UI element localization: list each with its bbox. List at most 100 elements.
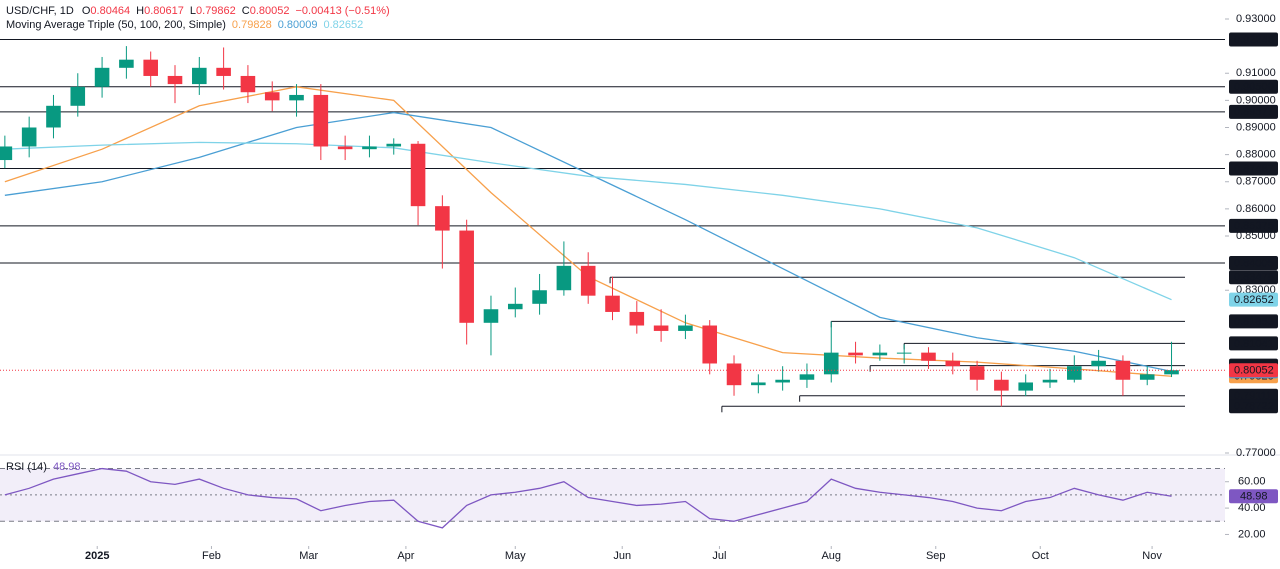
indicator-value: 0.82652 <box>323 19 363 31</box>
candle-body <box>0 146 13 161</box>
candle-body <box>507 303 523 310</box>
indicator-value: 0.80009 <box>278 19 318 31</box>
candle-body <box>1042 379 1058 383</box>
candle-body <box>775 379 790 383</box>
x-tick-label: Mar <box>299 550 318 562</box>
indicator-name: Moving Average Triple (50, 100, 200, Sim… <box>6 19 226 31</box>
candle-body <box>799 374 815 380</box>
x-tick-label: Nov <box>1142 550 1162 562</box>
level-label-box <box>1229 255 1278 270</box>
y-tick-label: 0.85000 <box>1236 230 1276 242</box>
indicator-line: Moving Average Triple (50, 100, 200, Sim… <box>6 19 363 31</box>
level-label-box <box>1229 32 1278 47</box>
level-label: 0.83478 <box>1234 272 1274 284</box>
candle-body <box>629 311 645 326</box>
level-label: 0.89577 <box>1234 106 1274 118</box>
candle-body <box>313 94 329 147</box>
candle-body <box>994 379 1009 391</box>
candle-body <box>70 86 86 106</box>
candle-body <box>726 363 742 386</box>
candle-body <box>192 67 207 85</box>
x-tick-label: 2025 <box>85 550 109 562</box>
header: USD/CHF, 1D O0.80464 H0.80617 L0.79862 C0.80… <box>0 4 390 32</box>
level-label-box <box>1229 388 1278 403</box>
level-label: 0.85375 <box>1234 220 1274 232</box>
candle-body <box>143 59 158 76</box>
level-label: 0.84005 <box>1234 257 1274 269</box>
rsi-y-tick-label: 20.00 <box>1238 528 1266 540</box>
candle-body <box>289 94 304 101</box>
candle-body <box>580 265 596 296</box>
candle-body <box>240 75 256 93</box>
level-label: 0.81041 <box>1234 338 1274 350</box>
moving-average <box>4 111 1172 373</box>
x-tick-label: Sep <box>926 550 946 562</box>
candle-body <box>702 325 718 364</box>
candle-body <box>1139 374 1155 380</box>
y-tick-label: 0.86000 <box>1236 203 1276 215</box>
x-tick-label: Jun <box>613 550 631 562</box>
candle-body <box>264 92 280 101</box>
level-label-box <box>1229 314 1278 329</box>
y-tick-label: 0.91000 <box>1236 67 1276 79</box>
candle-body <box>410 143 426 207</box>
candle-body <box>969 366 985 380</box>
candle-body <box>483 309 499 323</box>
candle-body <box>653 325 669 331</box>
header-line: USD/CHF, 1D O0.80464 H0.80617 L0.79862 C0.80… <box>6 5 390 17</box>
y-tick-label: 0.88000 <box>1236 149 1276 161</box>
candle-body <box>46 105 61 128</box>
candle-body <box>848 352 863 356</box>
x-tick-label: May <box>505 550 526 562</box>
candle-body <box>1091 360 1106 367</box>
level-label-box <box>1229 218 1278 233</box>
ohlc-value: 0.79862 <box>196 5 236 17</box>
ma-label: 0.82652 <box>1234 294 1274 306</box>
rsi-value-label: 48.98 <box>1240 491 1268 503</box>
indicator-value: 0.79828 <box>232 19 272 31</box>
ma-label-box <box>1229 292 1278 307</box>
candle-body <box>216 67 231 76</box>
candle-body <box>21 127 37 147</box>
level-label: 0.79111 <box>1234 390 1272 402</box>
ohlc-value: 0.80617 <box>144 5 184 17</box>
y-tick-label: 0.77000 <box>1236 447 1276 459</box>
candle-body <box>94 67 110 87</box>
candle-body <box>921 352 936 361</box>
candle-body <box>823 352 839 375</box>
candle-body <box>435 206 450 231</box>
level-label-box <box>1229 336 1278 351</box>
change: −0.00413 (−0.51%) <box>296 5 390 17</box>
candle-body <box>605 295 620 312</box>
header-bg <box>0 4 340 32</box>
ohlc-value: 0.80464 <box>90 5 130 17</box>
level-label: 0.90500 <box>1234 81 1274 93</box>
ohlc-key: O <box>82 5 91 17</box>
level-label-box <box>1229 104 1278 119</box>
moving-average <box>4 141 1172 301</box>
symbol: USD/CHF, 1D <box>6 5 74 17</box>
candle-body <box>1018 382 1033 391</box>
candle-body <box>459 230 474 323</box>
candle-body <box>896 352 912 354</box>
level-label: 0.81853 <box>1234 316 1274 328</box>
rsi-y-tick-label: 40.00 <box>1238 502 1266 514</box>
ohlc-key: L <box>190 5 196 17</box>
level-label: 0.92246 <box>1234 34 1274 46</box>
candle-body <box>119 59 134 68</box>
level-label: 0.78722 <box>1234 401 1274 413</box>
x-tick-label: Jul <box>712 550 726 562</box>
y-tick-label: 0.93000 <box>1236 13 1276 25</box>
y-tick-label: 0.87000 <box>1236 176 1276 188</box>
x-tick-label: Oct <box>1032 550 1049 562</box>
candle-body <box>556 265 572 291</box>
x-tick-label: Apr <box>397 550 414 562</box>
candle-body <box>678 325 693 331</box>
candle-body <box>872 352 888 356</box>
candle-body <box>362 146 377 150</box>
rsi-y-tick-label: 60.00 <box>1238 476 1266 488</box>
ohlc-key: H <box>136 5 144 17</box>
candle-body <box>1067 366 1082 380</box>
candle-body <box>945 360 961 367</box>
candle-body <box>751 382 766 386</box>
